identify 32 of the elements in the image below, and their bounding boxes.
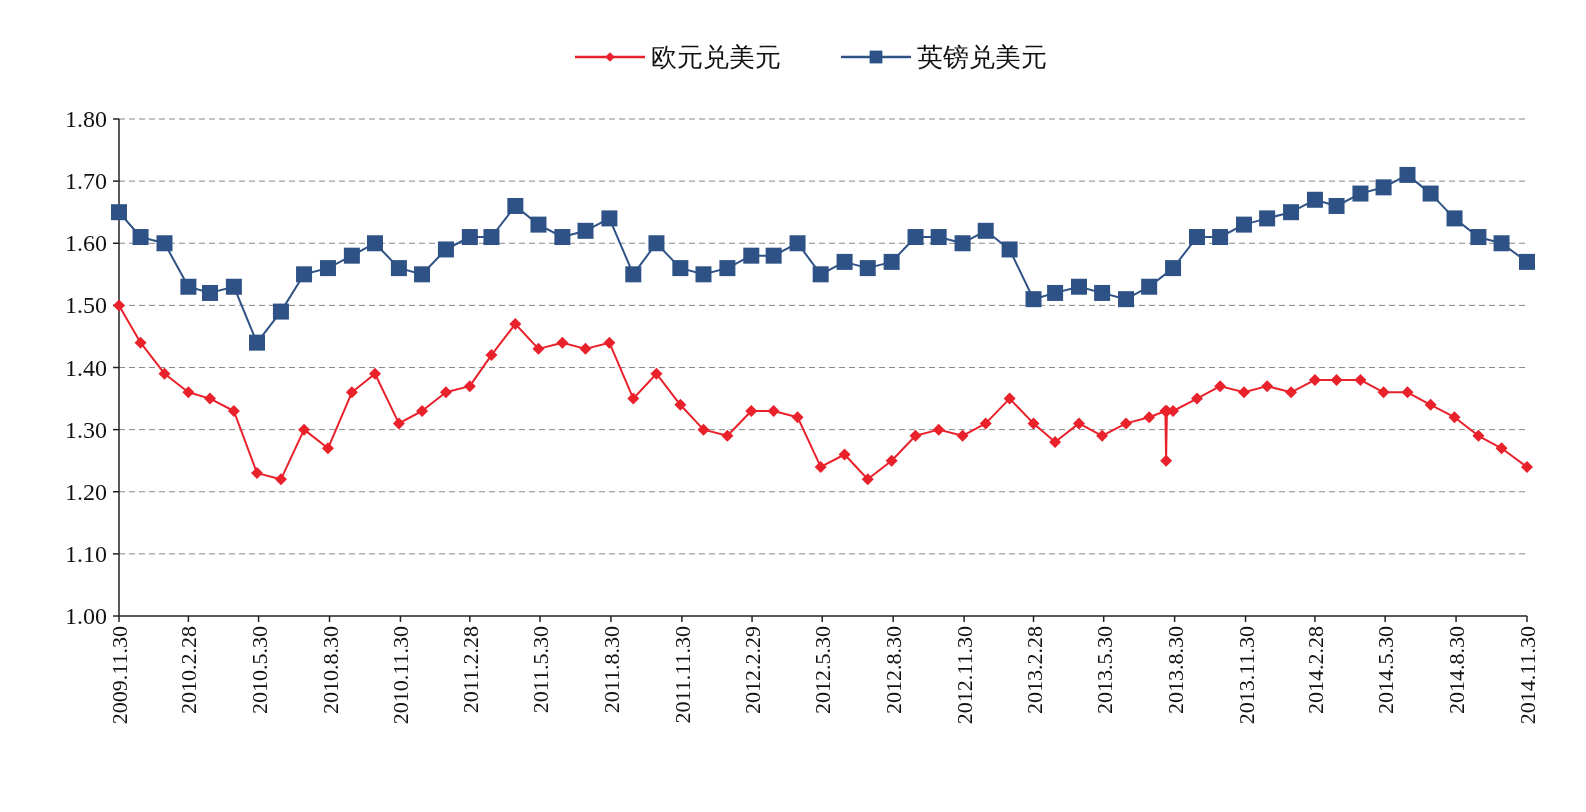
y-tick-label: 1.30	[65, 416, 107, 443]
x-tick-label: 2013.8.30	[1162, 626, 1188, 714]
x-tick-label: 2012.2.29	[740, 626, 766, 714]
x-tick-label: 2012.5.30	[810, 626, 836, 714]
x-tick-label: 2012.8.30	[881, 626, 907, 714]
x-tick-label: 2014.11.30	[1515, 626, 1540, 725]
y-tick-label: 1.80	[65, 106, 107, 132]
x-tick-label: 2013.11.30	[1233, 626, 1259, 725]
x-tick-label: 2011.11.30	[669, 626, 695, 724]
y-tick-label: 1.10	[65, 540, 107, 567]
y-tick-label: 1.60	[65, 230, 107, 257]
x-tick-label: 2013.2.28	[1021, 626, 1047, 714]
x-tick-label: 2014.2.28	[1302, 626, 1328, 714]
y-tick-label: 1.50	[65, 292, 107, 319]
y-tick-label: 1.20	[65, 478, 107, 505]
x-tick-label: 2010.5.30	[246, 626, 272, 714]
x-tick-label: 2010.8.30	[317, 626, 343, 714]
x-tick-label: 2012.11.30	[952, 626, 978, 725]
x-tick-label: 2013.5.30	[1091, 626, 1117, 714]
x-tick-label: 2011.2.28	[457, 626, 483, 714]
x-tick-label: 2011.5.30	[528, 626, 554, 714]
x-tick-label: 2014.5.30	[1373, 626, 1399, 714]
x-tick-label: 2009.11.30	[107, 626, 132, 725]
legend-label: 欧元兑美元	[651, 43, 781, 72]
legend-label: 英镑兑美元	[917, 43, 1047, 72]
y-tick-label: 1.70	[65, 168, 107, 195]
y-tick-label: 1.00	[65, 603, 107, 629]
x-tick-label: 2011.8.30	[598, 626, 624, 714]
x-tick-label: 2010.2.28	[176, 626, 202, 714]
x-tick-label: 2010.11.30	[388, 626, 414, 725]
y-tick-label: 1.40	[65, 354, 107, 381]
x-tick-label: 2014.8.30	[1444, 626, 1470, 714]
